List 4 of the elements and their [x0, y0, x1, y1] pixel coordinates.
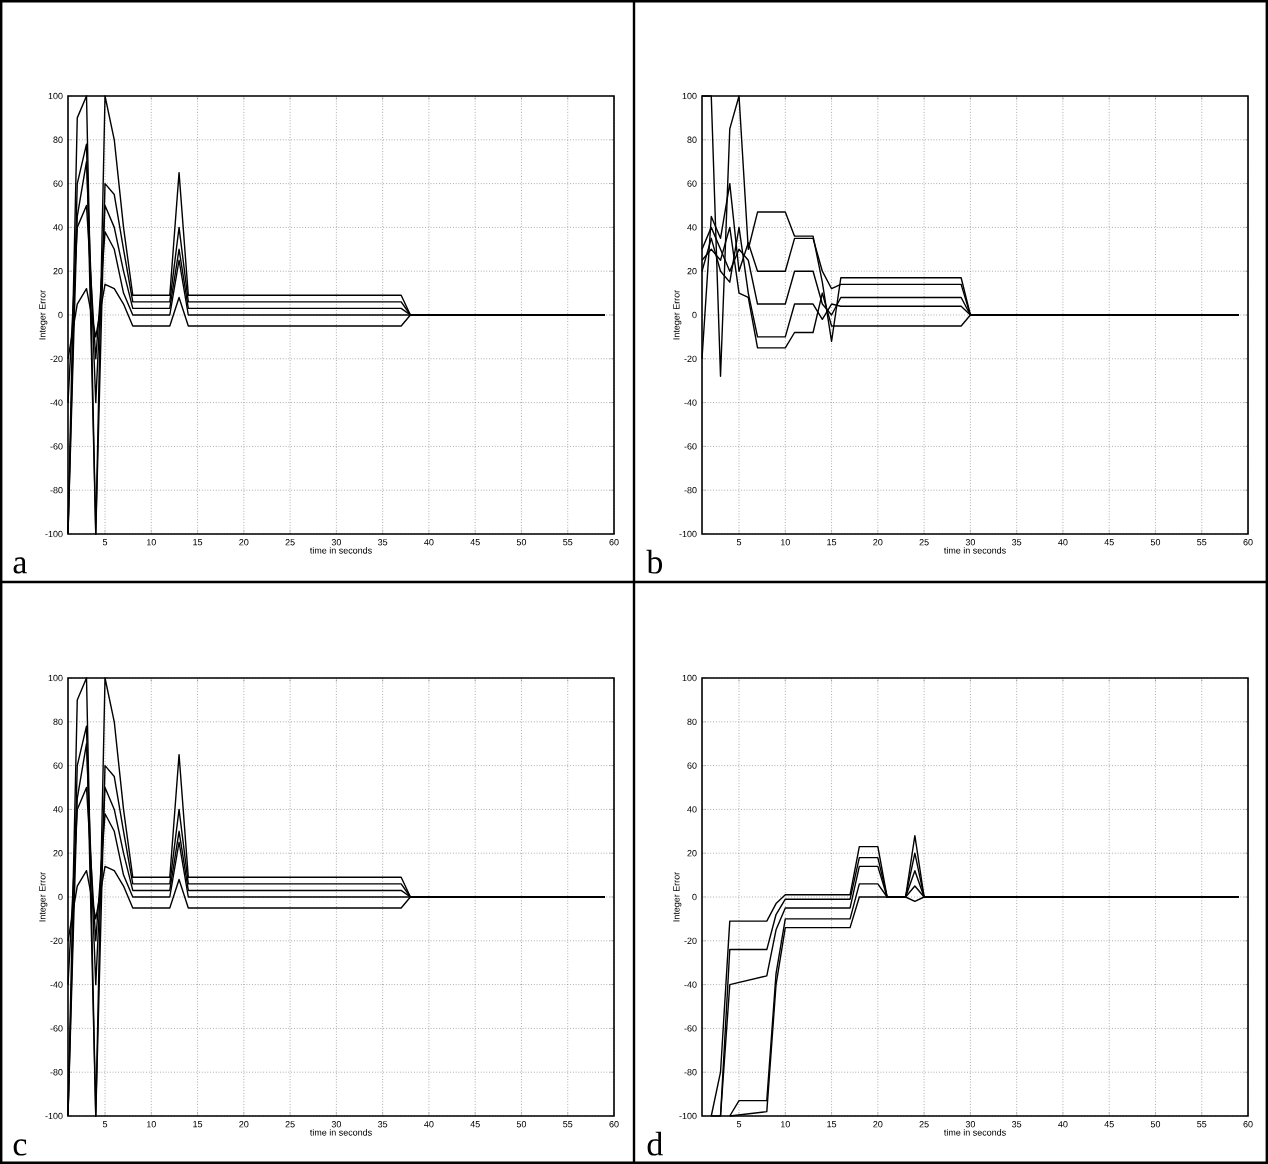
text: b: [646, 549, 663, 574]
text: a: [13, 557, 27, 574]
text: c: [13, 1139, 27, 1156]
text: d: [647, 1131, 663, 1156]
